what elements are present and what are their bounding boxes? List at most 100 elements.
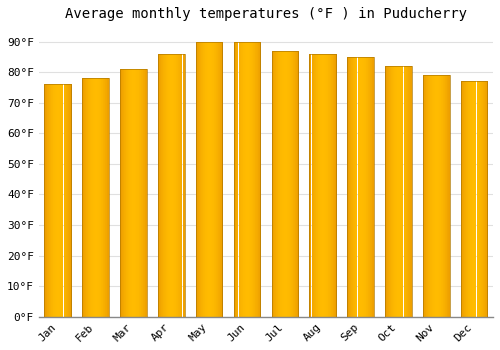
Bar: [272, 51, 273, 317]
Bar: [274, 51, 275, 317]
Bar: [250, 42, 252, 317]
Bar: [166, 54, 167, 317]
Bar: [436, 75, 438, 317]
Bar: [394, 66, 396, 317]
Bar: [64, 84, 65, 317]
Bar: [367, 57, 368, 317]
Bar: [462, 81, 463, 317]
Bar: [214, 42, 215, 317]
Bar: [350, 57, 352, 317]
Bar: [170, 54, 171, 317]
Bar: [426, 75, 427, 317]
Bar: [425, 75, 426, 317]
Bar: [311, 54, 312, 317]
Bar: [48, 84, 49, 317]
Bar: [139, 69, 140, 317]
Bar: [285, 51, 286, 317]
Bar: [372, 57, 373, 317]
Bar: [216, 42, 217, 317]
Bar: [130, 69, 131, 317]
Bar: [448, 75, 449, 317]
Bar: [207, 42, 208, 317]
Bar: [256, 42, 257, 317]
Bar: [54, 84, 56, 317]
Bar: [280, 51, 281, 317]
Bar: [409, 66, 410, 317]
Bar: [91, 78, 92, 317]
Bar: [144, 69, 146, 317]
Bar: [292, 51, 294, 317]
Bar: [318, 54, 319, 317]
Bar: [288, 51, 290, 317]
Bar: [294, 51, 296, 317]
Bar: [212, 42, 213, 317]
Bar: [85, 78, 86, 317]
Bar: [198, 42, 200, 317]
Bar: [464, 81, 465, 317]
Title: Average monthly temperatures (°F ) in Puducherry: Average monthly temperatures (°F ) in Pu…: [65, 7, 467, 21]
Bar: [165, 54, 166, 317]
Bar: [196, 42, 197, 317]
Bar: [65, 84, 66, 317]
Bar: [423, 75, 424, 317]
Bar: [478, 81, 479, 317]
Bar: [124, 69, 125, 317]
Bar: [405, 66, 406, 317]
Bar: [248, 42, 250, 317]
Bar: [385, 66, 411, 317]
Bar: [215, 42, 216, 317]
Bar: [63, 84, 64, 317]
Bar: [176, 54, 177, 317]
Bar: [88, 78, 89, 317]
Bar: [178, 54, 179, 317]
Bar: [324, 54, 325, 317]
Bar: [82, 78, 109, 317]
Bar: [213, 42, 214, 317]
Bar: [430, 75, 431, 317]
Bar: [463, 81, 464, 317]
Bar: [401, 66, 402, 317]
Bar: [474, 81, 475, 317]
Bar: [390, 66, 392, 317]
Bar: [242, 42, 243, 317]
Bar: [361, 57, 362, 317]
Bar: [167, 54, 168, 317]
Bar: [134, 69, 135, 317]
Bar: [272, 51, 298, 317]
Bar: [164, 54, 165, 317]
Bar: [278, 51, 279, 317]
Bar: [428, 75, 429, 317]
Bar: [107, 78, 108, 317]
Bar: [52, 84, 54, 317]
Bar: [410, 66, 411, 317]
Bar: [290, 51, 292, 317]
Bar: [218, 42, 219, 317]
Bar: [68, 84, 69, 317]
Bar: [472, 81, 473, 317]
Bar: [334, 54, 336, 317]
Bar: [403, 66, 404, 317]
Bar: [399, 66, 400, 317]
Bar: [162, 54, 163, 317]
Bar: [283, 51, 284, 317]
Bar: [196, 42, 222, 317]
Bar: [122, 69, 123, 317]
Bar: [106, 78, 107, 317]
Bar: [146, 69, 148, 317]
Bar: [286, 51, 287, 317]
Bar: [387, 66, 388, 317]
Bar: [208, 42, 209, 317]
Bar: [357, 57, 358, 317]
Bar: [254, 42, 255, 317]
Bar: [183, 54, 184, 317]
Bar: [260, 42, 261, 317]
Bar: [137, 69, 138, 317]
Bar: [222, 42, 223, 317]
Bar: [466, 81, 467, 317]
Bar: [244, 42, 246, 317]
Bar: [184, 54, 185, 317]
Bar: [171, 54, 172, 317]
Bar: [236, 42, 237, 317]
Bar: [461, 81, 487, 317]
Bar: [129, 69, 130, 317]
